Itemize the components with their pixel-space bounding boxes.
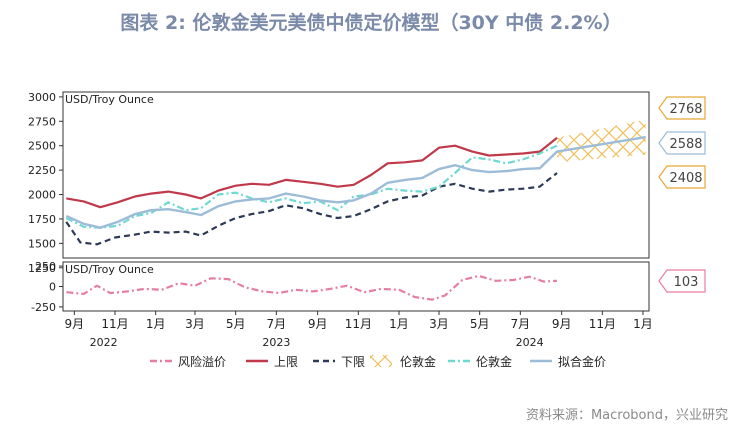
x-year-label: 2022	[90, 336, 118, 349]
risk-premium-panel: 250 0 -250 USD/Troy Ounce 103	[31, 260, 706, 314]
x-tick-label: 11月	[345, 317, 372, 331]
x-tick-label: 9月	[65, 317, 85, 331]
x-tick-label: 9月	[308, 317, 328, 331]
callout-2588-label: 2588	[669, 137, 702, 152]
callout-2408-box	[658, 165, 706, 189]
callout-2768-box	[658, 96, 706, 120]
legend-label-gold: 伦敦金	[476, 354, 512, 369]
x-tick-label: 3月	[185, 317, 205, 331]
legend-label-lower: 下限	[341, 355, 365, 369]
series-lower	[65, 172, 558, 246]
y-tick-label: 2750	[28, 115, 56, 128]
series-risk	[66, 274, 558, 301]
legend: 风险溢价 上限 下限 伦敦金 伦敦金 拟合金价	[150, 354, 606, 369]
callout-risk-label: 103	[674, 275, 699, 290]
x-tick-label: 7月	[511, 317, 531, 331]
callout-2588-box	[658, 131, 706, 155]
x-year-label: 2023	[262, 336, 290, 349]
x-tick-label: 11月	[589, 317, 616, 331]
series-gold	[65, 144, 558, 229]
y-tick-label: -250	[31, 301, 56, 314]
y-tick-label: 2000	[28, 189, 56, 202]
callout-2768-label: 2768	[669, 102, 702, 117]
callout-2408-label: 2408	[669, 171, 702, 186]
series-upper	[66, 137, 558, 209]
unit-label: USD/Troy Ounce	[65, 93, 154, 106]
y-tick-label: 1250	[28, 262, 56, 275]
x-tick-label: 7月	[267, 317, 287, 331]
x-tick-label: 1月	[389, 317, 409, 331]
x-tick-label: 5月	[226, 317, 246, 331]
x-tick-label: 1月	[146, 317, 166, 331]
forecast-band	[557, 119, 646, 163]
x-axis: 9月 11月 1月 3月 5月 7月 9月 11月 1月 3月 5月 7月 9月 11月 1月 2022 202…	[65, 311, 653, 349]
y-tick-label: 3000	[28, 91, 56, 104]
y-tick-label: 2500	[28, 140, 56, 153]
y-tick-label: 1750	[28, 213, 56, 226]
legend-swatch-forecast	[370, 355, 392, 367]
x-year-label: 2024	[516, 336, 544, 349]
source-note: 资料来源：Macrobond，兴业研究	[525, 408, 728, 423]
main-panel: 3000 2750 2500 2250 2000 1750 1500 1250 USD/Troy…	[28, 91, 706, 275]
y-tick-label: 2250	[28, 164, 56, 177]
x-tick-label: 3月	[429, 317, 449, 331]
x-tick-label: 5月	[470, 317, 490, 331]
legend-label-risk: 风险溢价	[178, 354, 226, 369]
legend-label-fitted: 拟合金价	[558, 354, 606, 369]
callout-risk-box	[658, 269, 706, 293]
x-tick-label: 9月	[552, 317, 572, 331]
unit-label: USD/Troy Ounce	[65, 263, 154, 276]
legend-label-upper: 上限	[274, 355, 298, 369]
series-fitted	[65, 135, 646, 229]
y-tick-label: 250	[35, 260, 56, 273]
main-panel-frame	[62, 91, 650, 259]
legend-label-forecast: 伦敦金	[400, 354, 436, 369]
chart-title: 图表 2: 伦敦金美元美债中债定价模型（30Y 中债 2.2%）	[120, 12, 622, 34]
y-tick-label: 0	[49, 281, 56, 294]
x-tick-label: 1月	[633, 317, 653, 331]
x-tick-label: 11月	[101, 317, 128, 331]
y-tick-label: 1500	[28, 237, 56, 250]
